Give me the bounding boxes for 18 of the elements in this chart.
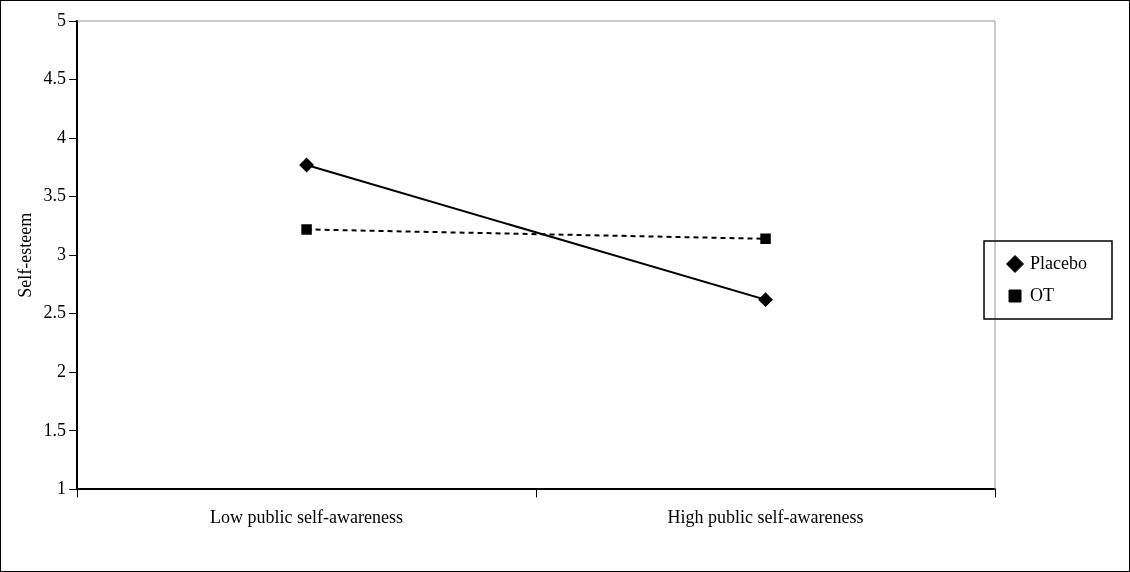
point <box>760 233 771 245</box>
point <box>301 224 312 235</box>
y-tick-label: 1.5 <box>43 419 67 440</box>
x-tick-label: High public self-awareness <box>667 506 864 527</box>
y-tick-label: 3 <box>57 243 67 264</box>
legend-label: OT <box>1030 284 1055 305</box>
y-tick-label: 3.5 <box>43 185 67 206</box>
y-tick-label: 2.5 <box>43 302 67 323</box>
y-tick-label: 5 <box>57 9 67 30</box>
point <box>758 292 773 307</box>
y-axis-title: Self-esteem <box>14 212 35 298</box>
y-tick-label: 2 <box>57 361 67 382</box>
y-tick-label: 4.5 <box>43 68 67 89</box>
point <box>299 158 314 173</box>
x-tick-label: Low public self-awareness <box>210 506 404 527</box>
y-tick-label: 1 <box>57 478 67 499</box>
y-tick-label: 4 <box>57 126 67 147</box>
legend-label: Placebo <box>1030 252 1087 273</box>
